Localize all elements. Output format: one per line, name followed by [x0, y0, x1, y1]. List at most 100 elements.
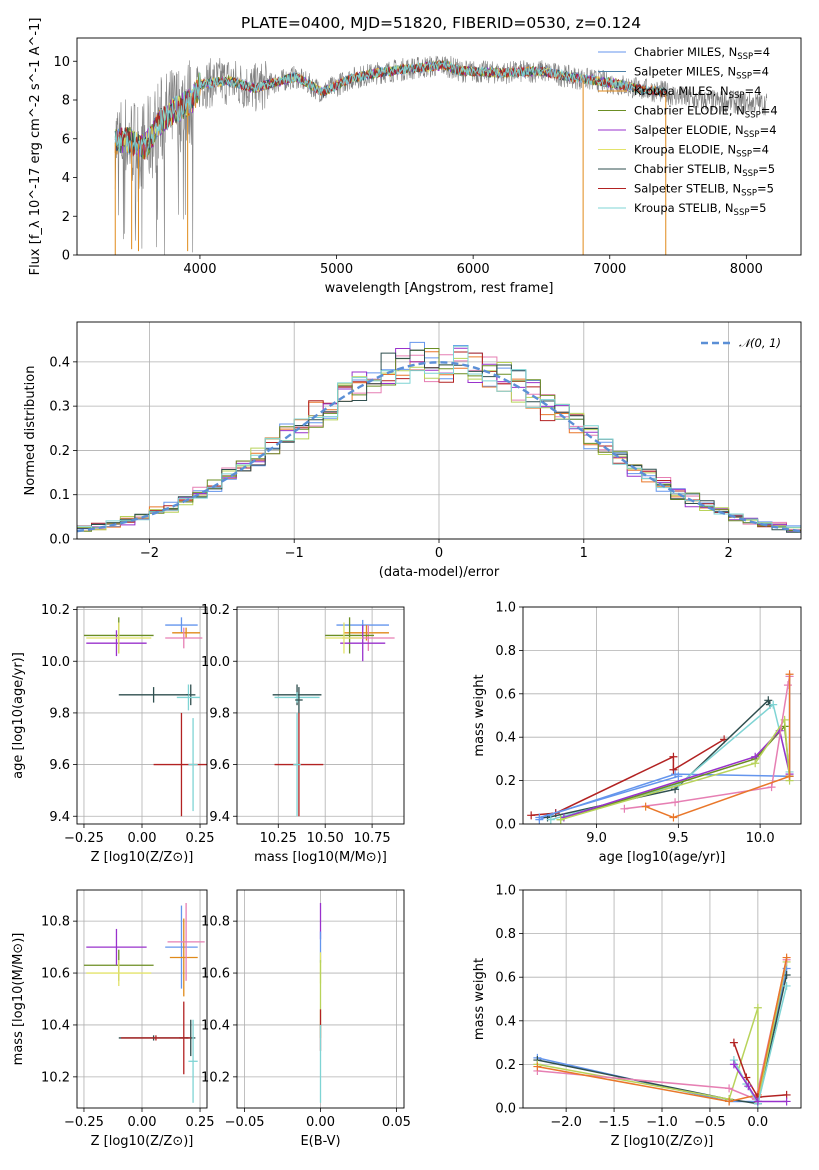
axes-frame — [236, 889, 405, 1109]
series-marker — [785, 772, 794, 781]
legend-label: Salpeter ELODIE, NSSP=4 — [634, 123, 777, 140]
series-marker — [769, 700, 778, 709]
x-tick-label: 0.00 — [306, 1115, 335, 1130]
data-point — [167, 902, 205, 981]
x-tick-label: 7000 — [593, 262, 626, 277]
series-marker — [751, 759, 760, 768]
model-spectrum-kroupa_stelib — [114, 59, 668, 157]
series-marker — [641, 802, 650, 811]
x-tick-label: 6000 — [457, 262, 490, 277]
series-line — [539, 676, 791, 821]
y-tick-label: 9.6 — [209, 758, 230, 773]
y-tick-label: 0.2 — [495, 1058, 516, 1073]
legend-label: 𝒩(0, 1) — [739, 336, 781, 350]
y-tick-label: 0.2 — [49, 444, 70, 459]
x-tick-label: −1.5 — [598, 1115, 630, 1130]
data-point — [165, 905, 198, 989]
y-axis-label: mass weight — [472, 958, 487, 1040]
legend-label: Kroupa ELODIE, NSSP=4 — [634, 143, 769, 160]
model-spectrum-kroupa_elodie — [114, 60, 637, 158]
y-tick-label: 10.4 — [41, 1018, 70, 1033]
y-tick-label: 10.6 — [201, 967, 230, 982]
panel-residuals: −2 −1 0 1 2 0.0 0.1 0.2 0.3 0.4 (data-model)/error… — [23, 321, 802, 580]
series-marker — [782, 1097, 791, 1106]
x-tick-label: 8000 — [730, 262, 763, 277]
series-line — [624, 676, 791, 810]
legend-label: Kroupa STELIB, NSSP=5 — [634, 201, 766, 218]
x-tick-label: 0.00 — [128, 831, 157, 846]
y-tick-label: 0.6 — [495, 687, 516, 702]
series-line — [733, 1042, 787, 1098]
x-axis-label: Z [log10(Z/Z⊙)] — [91, 1134, 194, 1149]
series-marker — [725, 1097, 734, 1106]
axes-frame — [236, 606, 405, 825]
legend-label: Chabrier ELODIE, NSSP=4 — [634, 104, 778, 121]
data-point — [153, 712, 207, 817]
plot-area — [272, 617, 395, 817]
y-tick-label: 0.0 — [495, 1102, 516, 1117]
x-tick-label: −1 — [285, 546, 304, 561]
gaussian-curve — [77, 361, 801, 533]
x-tick-label: 10.0 — [746, 831, 775, 846]
plot-area — [83, 902, 205, 1103]
y-tick-label: 10 — [53, 55, 70, 70]
series-marker — [527, 811, 536, 820]
data-point — [295, 687, 303, 713]
x-axis-label: E(B-V) — [300, 1134, 340, 1149]
panel-mass_vs_EBV: −0.05 0.00 0.05 10.2 10.4 10.6 10.8 E(B-V) — [201, 889, 411, 1149]
x-axis-label: Z [log10(Z/Z⊙)] — [91, 850, 194, 865]
y-tick-label: 10.2 — [41, 1070, 70, 1085]
legend: Chabrier MILES, NSSP=4 Salpeter MILES, NS… — [598, 45, 778, 218]
data-point — [165, 627, 203, 649]
y-tick-label: 10.2 — [201, 1070, 230, 1085]
data-point — [86, 622, 152, 654]
panel-spectrum: 4000 5000 6000 7000 8000 0 2 4 6 8 10 wavelength [A… — [28, 18, 802, 296]
series-marker — [753, 1003, 762, 1012]
data-point — [165, 617, 198, 633]
y-tick-label: 10.8 — [41, 915, 70, 930]
data-point — [118, 687, 189, 703]
series-marker — [767, 783, 776, 792]
y-tick-label: 1.0 — [495, 601, 516, 616]
data-point — [325, 622, 363, 654]
histogram-chabrier_stelib — [77, 349, 801, 533]
x-tick-label: −0.5 — [694, 1115, 726, 1130]
y-axis-label: Flux [f_λ 10^-17 erg cm^-2 s^-1 A^-1] — [28, 18, 43, 276]
data-point — [325, 617, 374, 654]
series-line — [563, 729, 791, 819]
plot-area — [114, 55, 768, 255]
x-tick-label: 0.0 — [748, 1115, 769, 1130]
x-tick-label: −0.25 — [64, 831, 104, 846]
y-axis-label: mass [log10(M/M⊙)] — [11, 933, 26, 1066]
data-point — [188, 718, 198, 812]
plot-area — [527, 670, 794, 824]
y-tick-label: 9.6 — [49, 758, 70, 773]
data-point — [172, 627, 201, 638]
series-marker — [782, 981, 791, 990]
y-axis-label: mass weight — [472, 674, 487, 756]
data-point — [86, 630, 147, 657]
x-axis-label: age [log10(age/yr)] — [599, 850, 726, 865]
series-line — [537, 957, 788, 1103]
x-tick-label: 0.00 — [128, 1115, 157, 1130]
series-marker — [620, 804, 629, 813]
y-tick-label: 10.4 — [201, 1018, 230, 1033]
series-marker — [753, 1097, 762, 1106]
data-point — [169, 918, 198, 997]
axes-frame — [76, 37, 802, 256]
series-marker — [669, 752, 678, 761]
y-tick-label: 10.0 — [201, 655, 230, 670]
y-tick-label: 0.4 — [49, 355, 70, 370]
data-point — [274, 692, 320, 703]
series-marker — [744, 1082, 753, 1091]
x-tick-label: −0.05 — [225, 1115, 265, 1130]
axes-frame — [522, 606, 802, 825]
legend-label: Chabrier STELIB, NSSP=5 — [634, 162, 775, 179]
plot-area — [83, 617, 207, 817]
histogram-chabrier_elodie — [77, 348, 801, 532]
y-tick-label: 0.3 — [49, 400, 70, 415]
x-tick-label: −2 — [140, 546, 159, 561]
y-tick-label: 10.8 — [201, 915, 230, 930]
series-marker — [556, 815, 565, 824]
